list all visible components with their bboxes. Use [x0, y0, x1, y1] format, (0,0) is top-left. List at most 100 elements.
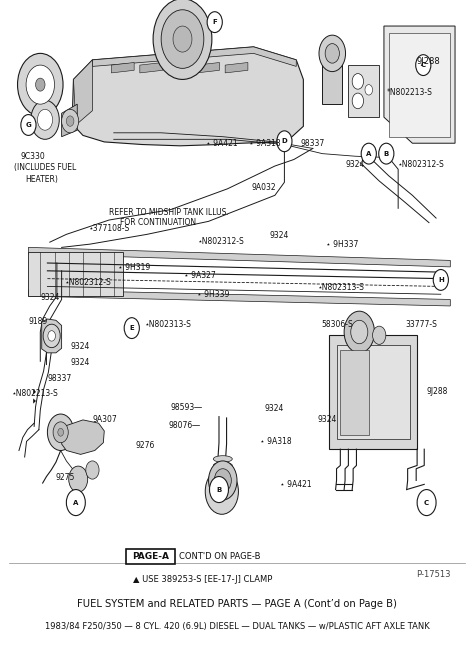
Text: 9324: 9324	[269, 231, 289, 240]
Text: 33777-S: 33777-S	[405, 320, 437, 329]
Circle shape	[153, 0, 212, 79]
Text: (INCLUDES FUEL: (INCLUDES FUEL	[14, 163, 76, 173]
Polygon shape	[62, 420, 104, 454]
Text: 9324: 9324	[70, 342, 90, 351]
Circle shape	[417, 490, 436, 516]
Ellipse shape	[213, 462, 232, 469]
Text: D: D	[282, 138, 287, 145]
Polygon shape	[389, 33, 450, 137]
Text: 58306-S: 58306-S	[321, 320, 353, 329]
Text: 9189: 9189	[28, 317, 48, 326]
Polygon shape	[33, 389, 36, 395]
Circle shape	[207, 12, 222, 33]
Circle shape	[37, 109, 53, 130]
Text: E: E	[129, 325, 134, 331]
Text: 98593―: 98593―	[171, 403, 202, 412]
Text: B: B	[216, 486, 222, 493]
Text: ⋆ 9A318: ⋆ 9A318	[249, 139, 281, 148]
Text: 98337: 98337	[301, 139, 325, 148]
Polygon shape	[72, 47, 303, 146]
Text: HEATER): HEATER)	[25, 175, 58, 184]
Circle shape	[31, 100, 59, 139]
Text: ⋆377108-S: ⋆377108-S	[88, 224, 129, 233]
Polygon shape	[197, 62, 219, 73]
Text: 9J288: 9J288	[416, 57, 440, 66]
Circle shape	[214, 469, 231, 492]
Text: ⋆N802213-S: ⋆N802213-S	[11, 389, 58, 398]
Circle shape	[36, 78, 45, 91]
Text: ⋆N802312-S: ⋆N802312-S	[397, 159, 444, 169]
Text: ⋆ 9A421: ⋆ 9A421	[206, 139, 237, 148]
Polygon shape	[33, 398, 36, 404]
Text: 9275: 9275	[56, 473, 75, 482]
Text: 98337: 98337	[47, 374, 72, 383]
Circle shape	[43, 324, 60, 348]
Text: ⋆N802312-S: ⋆N802312-S	[64, 278, 111, 287]
Bar	[322, 59, 342, 104]
Text: ⋆N802313-S: ⋆N802313-S	[317, 283, 364, 292]
Text: ⋆N802313-S: ⋆N802313-S	[145, 320, 191, 329]
Text: REFER TO MIDSHIP TANK ILLUS.: REFER TO MIDSHIP TANK ILLUS.	[109, 208, 229, 217]
Text: F: F	[212, 19, 217, 25]
Circle shape	[161, 10, 204, 68]
Text: P-17513: P-17513	[416, 570, 450, 579]
Text: H: H	[438, 277, 444, 283]
FancyBboxPatch shape	[126, 549, 175, 564]
Text: FOR CONTINUATION: FOR CONTINUATION	[120, 218, 197, 227]
Circle shape	[53, 422, 68, 443]
Text: ⋆ 9A327: ⋆ 9A327	[184, 271, 216, 280]
Polygon shape	[28, 290, 450, 306]
Text: CONT'D ON PAGE-B: CONT'D ON PAGE-B	[179, 552, 261, 561]
Circle shape	[361, 143, 376, 164]
Text: PAGE-A: PAGE-A	[132, 552, 169, 561]
Circle shape	[173, 26, 192, 52]
Circle shape	[205, 469, 238, 514]
Text: 9324: 9324	[40, 293, 60, 302]
Polygon shape	[42, 319, 62, 353]
Polygon shape	[62, 104, 77, 137]
Circle shape	[351, 320, 368, 344]
Text: A: A	[366, 150, 372, 157]
Polygon shape	[168, 62, 191, 73]
Polygon shape	[92, 47, 296, 66]
Circle shape	[86, 461, 99, 479]
Bar	[28, 252, 123, 296]
Text: 9276: 9276	[135, 441, 155, 450]
Circle shape	[47, 414, 74, 450]
Circle shape	[66, 490, 85, 516]
Text: ⋆ 9H319: ⋆ 9H319	[118, 263, 151, 272]
Text: ⋆ 9A421: ⋆ 9A421	[280, 480, 311, 489]
Circle shape	[433, 270, 448, 290]
Circle shape	[210, 477, 228, 503]
Bar	[337, 345, 410, 439]
Circle shape	[416, 55, 431, 76]
Polygon shape	[225, 62, 248, 73]
Circle shape	[373, 326, 386, 344]
Circle shape	[21, 115, 36, 135]
Text: ▲ USE 389253-S [EE-17-J] CLAMP: ▲ USE 389253-S [EE-17-J] CLAMP	[133, 575, 272, 584]
Circle shape	[58, 428, 64, 436]
Circle shape	[26, 65, 55, 104]
Text: 98076―: 98076―	[168, 421, 200, 430]
Ellipse shape	[213, 469, 232, 475]
Bar	[329, 335, 417, 449]
Text: C: C	[424, 499, 429, 506]
Text: FUEL SYSTEM and RELATED PARTS — PAGE A (Cont’d on Page B): FUEL SYSTEM and RELATED PARTS — PAGE A (…	[77, 599, 397, 609]
Circle shape	[69, 466, 88, 492]
Text: ⋆ 9H337: ⋆ 9H337	[326, 240, 358, 249]
Circle shape	[124, 318, 139, 339]
Circle shape	[62, 109, 79, 133]
Text: ⋆ 9A318: ⋆ 9A318	[260, 437, 292, 446]
Text: G: G	[26, 122, 31, 128]
Circle shape	[66, 116, 74, 126]
Text: 9C330: 9C330	[20, 152, 45, 161]
Text: ⋆ 9H339: ⋆ 9H339	[197, 290, 229, 299]
Bar	[340, 350, 369, 435]
Text: *N802213-S: *N802213-S	[387, 88, 433, 97]
Text: 9324: 9324	[264, 404, 284, 413]
Polygon shape	[28, 247, 450, 267]
Ellipse shape	[213, 456, 232, 462]
Text: C: C	[421, 62, 426, 68]
Polygon shape	[348, 65, 379, 117]
Circle shape	[277, 131, 292, 152]
